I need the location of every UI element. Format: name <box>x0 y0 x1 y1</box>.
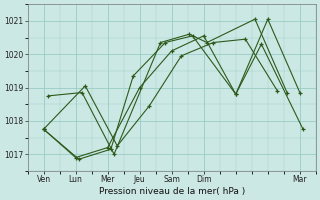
X-axis label: Pression niveau de la mer( hPa ): Pression niveau de la mer( hPa ) <box>99 187 245 196</box>
